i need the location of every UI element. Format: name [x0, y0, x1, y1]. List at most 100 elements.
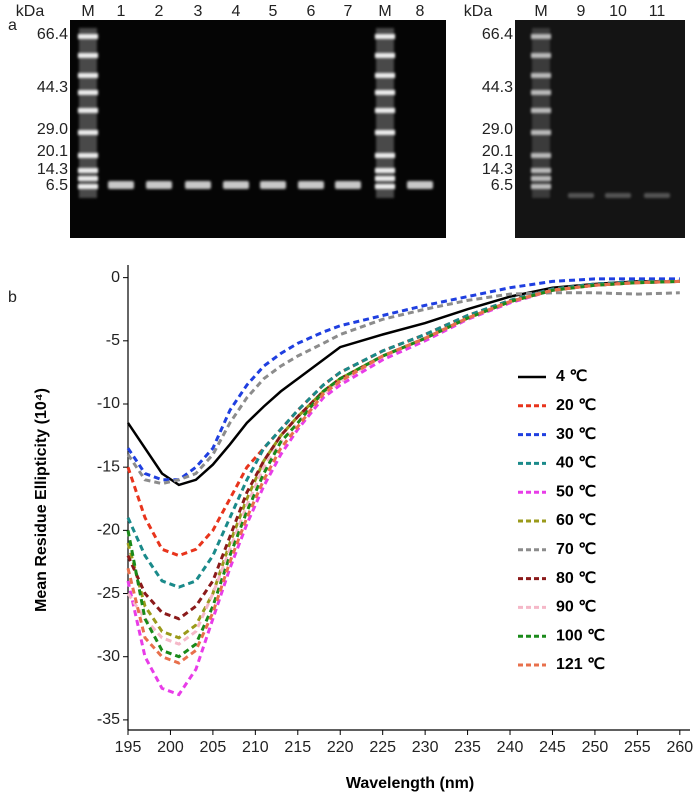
- lane-label: 7: [344, 3, 353, 20]
- marker-band: [375, 108, 395, 113]
- series-line: [126, 279, 680, 665]
- y-tick-label: 0: [111, 269, 120, 286]
- marker-band: [78, 130, 98, 135]
- legend-label: 80 ℃: [556, 570, 596, 587]
- series-line: [126, 279, 680, 558]
- marker-label: 66.4: [37, 26, 68, 43]
- marker-band: [78, 53, 98, 58]
- x-tick-label: 225: [369, 739, 396, 756]
- marker-label: 44.3: [37, 79, 68, 96]
- marker-band: [375, 130, 395, 135]
- x-tick-label: 230: [412, 739, 439, 756]
- y-axis-label: Mean Residue Ellipticity (10⁴): [33, 388, 50, 612]
- sample-band: [185, 181, 211, 189]
- lane-label: 10: [609, 3, 627, 20]
- marker-label: 66.4: [482, 26, 513, 43]
- legend-label: 50 ℃: [556, 483, 596, 500]
- marker-band: [531, 34, 551, 39]
- marker-band: [375, 90, 395, 95]
- marker-label: 20.1: [482, 143, 513, 160]
- series-line: [126, 279, 680, 659]
- lane-label: 5: [269, 3, 278, 20]
- marker-band: [375, 184, 395, 189]
- y-tick-label: -20: [97, 522, 120, 539]
- marker-band: [375, 168, 395, 173]
- y-tick-label: -30: [97, 648, 120, 665]
- marker-band: [531, 153, 551, 158]
- marker-band: [531, 168, 551, 173]
- y-tick-label: -10: [97, 395, 120, 412]
- lane-label: 6: [307, 3, 316, 20]
- x-tick-label: 220: [327, 739, 354, 756]
- marker-label: 14.3: [37, 161, 68, 178]
- marker-label: 6.5: [46, 177, 68, 194]
- marker-band: [531, 130, 551, 135]
- series-line: [126, 291, 680, 486]
- y-tick-label: -15: [97, 458, 120, 475]
- sample-band: [260, 181, 286, 189]
- panel-label: b: [8, 289, 17, 306]
- legend-label: 20 ℃: [556, 397, 596, 414]
- sample-band: [644, 193, 670, 198]
- marker-band: [78, 90, 98, 95]
- marker-label: 44.3: [482, 79, 513, 96]
- marker-band: [375, 34, 395, 39]
- legend-label: 40 ℃: [556, 455, 596, 472]
- lane-label: 4: [232, 3, 241, 20]
- unit-label: kDa: [464, 3, 493, 20]
- marker-band: [375, 176, 395, 181]
- series-line: [126, 279, 680, 621]
- x-tick-label: 250: [582, 739, 609, 756]
- sample-band: [298, 181, 324, 189]
- y-tick-label: -5: [106, 332, 120, 349]
- marker-band: [78, 153, 98, 158]
- x-tick-label: 205: [200, 739, 227, 756]
- x-tick-label: 255: [624, 739, 651, 756]
- sample-band: [407, 181, 433, 189]
- lane-label: 3: [194, 3, 203, 20]
- marker-band: [531, 53, 551, 58]
- marker-label: 29.0: [482, 121, 513, 138]
- marker-band: [78, 176, 98, 181]
- lane-label: M: [534, 3, 547, 20]
- x-tick-label: 215: [284, 739, 311, 756]
- marker-band: [78, 108, 98, 113]
- legend-label: 4 ℃: [556, 368, 587, 385]
- x-tick-label: 235: [454, 739, 481, 756]
- marker-band: [531, 184, 551, 189]
- legend-label: 90 ℃: [556, 599, 596, 616]
- sample-band: [223, 181, 249, 189]
- legend-label: 70 ℃: [556, 541, 596, 558]
- marker-label: 14.3: [482, 161, 513, 178]
- lane-label: 9: [577, 3, 586, 20]
- lane-label: M: [378, 3, 391, 20]
- chart: -35 -30 -25 -20 -15 -10 -5 0 195 200 205 210 215 220 2…: [97, 265, 693, 756]
- series-line: [126, 279, 680, 589]
- marker-band: [531, 108, 551, 113]
- marker-band: [531, 90, 551, 95]
- x-tick-label: 195: [115, 739, 142, 756]
- marker-band: [375, 53, 395, 58]
- sample-band: [605, 193, 631, 198]
- legend-label: 121 ℃: [556, 656, 605, 673]
- marker-label: 29.0: [37, 121, 68, 138]
- marker-band: [78, 168, 98, 173]
- lane-label: 11: [649, 3, 666, 20]
- x-tick-label: 240: [497, 739, 524, 756]
- legend-label: 100 ℃: [556, 627, 605, 644]
- sample-band: [568, 193, 594, 198]
- marker-band: [531, 176, 551, 181]
- marker-band: [375, 153, 395, 158]
- series-line: [126, 279, 680, 646]
- marker-band: [78, 184, 98, 189]
- x-axis-label: Wavelength (nm): [346, 775, 474, 792]
- lane-label: M: [81, 3, 94, 20]
- x-tick-label: 245: [539, 739, 566, 756]
- x-tick-label: 260: [666, 739, 693, 756]
- unit-label: kDa: [16, 3, 45, 20]
- marker-band: [375, 73, 395, 78]
- marker-label: 6.5: [491, 177, 513, 194]
- x-tick-label: 200: [157, 739, 184, 756]
